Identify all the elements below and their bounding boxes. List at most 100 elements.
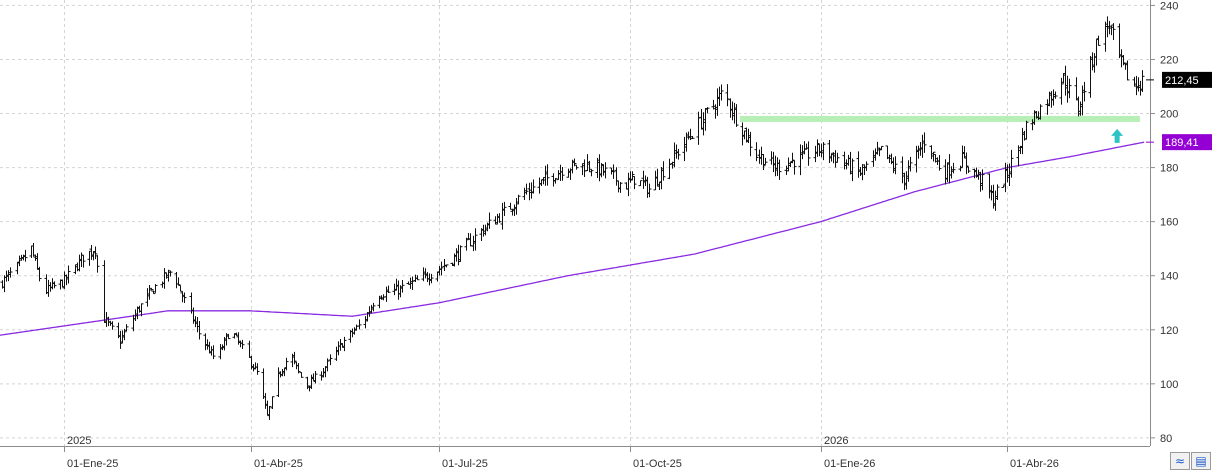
ohlc-bar bbox=[439, 261, 444, 276]
ohlc-bar bbox=[696, 111, 701, 145]
year-label: 2026 bbox=[824, 435, 848, 447]
ohlc-bar bbox=[386, 285, 391, 294]
ohlc-bar bbox=[611, 164, 616, 179]
ohlc-bar bbox=[23, 249, 28, 262]
ohlc-bar bbox=[444, 264, 449, 268]
ohlc-bar bbox=[497, 213, 502, 223]
ohlc-bar bbox=[761, 153, 766, 170]
ohlc-bar bbox=[110, 321, 115, 330]
y-tick-label: 240 bbox=[1160, 0, 1178, 12]
support-zone bbox=[739, 115, 1140, 122]
save-icon[interactable]: ▤ bbox=[1191, 452, 1211, 470]
last-price-label: 212,45 bbox=[1165, 75, 1199, 87]
x-tick-label: 01-Jul-25 bbox=[442, 458, 488, 470]
ohlc-bar bbox=[81, 254, 86, 268]
ohlc-bar bbox=[524, 183, 529, 195]
ohlc-bar bbox=[661, 161, 666, 181]
ohlc-bar bbox=[400, 279, 405, 293]
ohlc-bar bbox=[255, 363, 260, 375]
ohlc-bar bbox=[815, 139, 820, 157]
ohlc-bar bbox=[754, 142, 759, 162]
ohlc-bar bbox=[168, 270, 173, 277]
ohlc-bar bbox=[553, 178, 558, 184]
ohlc-bar bbox=[487, 212, 492, 229]
y-tick-label: 100 bbox=[1160, 379, 1178, 391]
ohlc-bar bbox=[806, 141, 811, 166]
ohlc-bar bbox=[908, 156, 913, 172]
ohlc-bar bbox=[748, 131, 753, 157]
ohlc-bar bbox=[1009, 149, 1014, 178]
ohlc-bar bbox=[124, 324, 129, 332]
ohlc-bar bbox=[299, 372, 304, 378]
ohlc-bar bbox=[835, 152, 840, 163]
ohlc-bar bbox=[966, 166, 971, 173]
value-labels: 212,45 189,41 bbox=[1146, 71, 1212, 151]
ohlc-bar bbox=[864, 161, 869, 171]
ohlc-bar bbox=[647, 183, 652, 198]
ohlc-bar bbox=[342, 336, 347, 352]
ohlc-bar bbox=[313, 370, 318, 384]
y-tick-label: 180 bbox=[1160, 163, 1178, 175]
y-tick-label: 140 bbox=[1160, 271, 1178, 283]
ohlc-bar bbox=[676, 148, 681, 160]
ohlc-bar bbox=[415, 275, 420, 281]
ohlc-bar bbox=[139, 303, 144, 317]
moving-average-value-label: 189,41 bbox=[1165, 137, 1199, 149]
ohlc-bar bbox=[763, 157, 768, 166]
x-tick-label: 01-Ene-26 bbox=[824, 458, 875, 470]
y-tick-label: 120 bbox=[1160, 325, 1178, 337]
x-tick-label: 01-Ene-25 bbox=[67, 458, 118, 470]
ohlc-bar bbox=[937, 154, 942, 171]
ohlc-bar bbox=[118, 330, 123, 349]
ohlc-bar bbox=[690, 136, 695, 140]
ohlc-bar bbox=[1067, 78, 1072, 99]
ohlc-bar bbox=[270, 396, 275, 410]
ohlc-bar bbox=[560, 167, 565, 181]
price-bars bbox=[0, 16, 1145, 420]
ohlc-bar bbox=[545, 164, 550, 186]
ohlc-bar bbox=[197, 320, 202, 340]
x-tick-label: 01-Oct-25 bbox=[633, 458, 682, 470]
marker-layer bbox=[1111, 128, 1124, 143]
ohlc-bar bbox=[325, 358, 330, 372]
ohlc-bar bbox=[176, 277, 181, 286]
ohlc-bar bbox=[122, 328, 127, 341]
up-arrow-icon bbox=[1111, 128, 1124, 143]
x-tick-label: 01-Abr-25 bbox=[254, 458, 303, 470]
ohlc-bar bbox=[638, 180, 643, 187]
ohlc-bar bbox=[226, 333, 231, 340]
ohlc-bar bbox=[429, 273, 434, 284]
ohlc-bar bbox=[632, 176, 637, 190]
ohlc-bar bbox=[473, 228, 478, 251]
ohlc-bar bbox=[458, 245, 463, 263]
ohlc-bar bbox=[980, 169, 985, 191]
y-tick-label: 160 bbox=[1160, 217, 1178, 229]
moving-average-layer bbox=[0, 141, 1145, 336]
ohlc-bar bbox=[893, 156, 898, 175]
grid bbox=[0, 0, 1150, 446]
ohlc-bar bbox=[574, 164, 579, 170]
ohlc-bar bbox=[725, 84, 730, 107]
ohlc-bar bbox=[995, 184, 1000, 200]
ohlc-bar bbox=[296, 362, 301, 374]
ohlc-bar bbox=[37, 266, 42, 282]
ohlc-bar bbox=[211, 345, 216, 360]
ohlc-bar bbox=[1125, 60, 1130, 81]
ohlc-bar bbox=[153, 284, 158, 293]
ohlc-bar bbox=[328, 354, 333, 366]
zoom-fit-icon[interactable]: ≈ bbox=[1170, 452, 1190, 470]
support-zone-layer bbox=[739, 115, 1140, 122]
ohlc-bar bbox=[66, 265, 71, 284]
ohlc-bar bbox=[790, 152, 795, 164]
ohlc-bar bbox=[95, 255, 100, 273]
ohlc-bar bbox=[1140, 70, 1145, 92]
ohlc-bar bbox=[587, 160, 592, 173]
ohlc-bar bbox=[502, 201, 507, 216]
ohlc-bar bbox=[705, 107, 710, 114]
ohlc-bar bbox=[267, 406, 272, 420]
ohlc-bar bbox=[284, 357, 289, 371]
ohlc-bar bbox=[182, 292, 187, 304]
ohlc-bar bbox=[464, 237, 469, 251]
